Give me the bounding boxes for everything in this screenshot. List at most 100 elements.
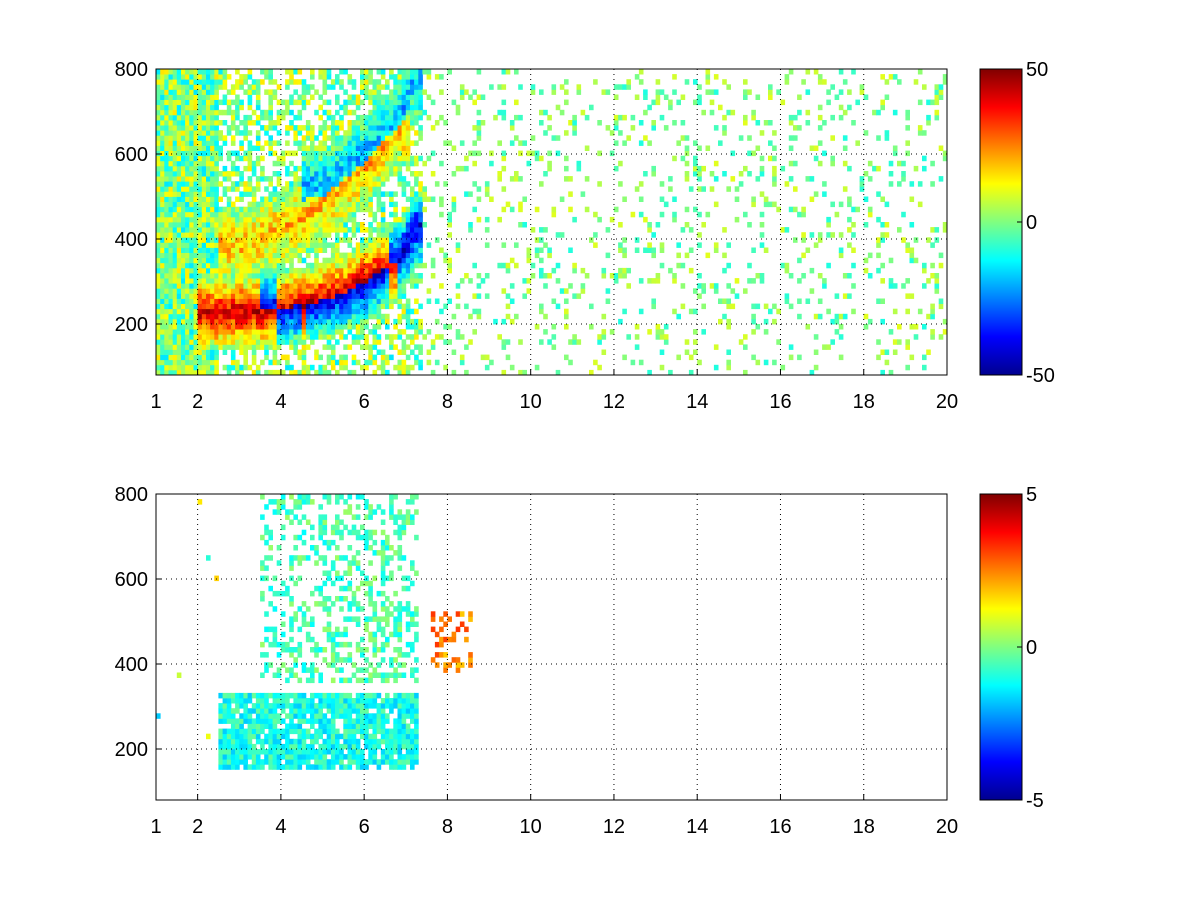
heatmap-cell — [326, 743, 332, 750]
heatmap-cell — [468, 191, 473, 197]
heatmap-cell — [335, 191, 340, 197]
heatmap-cell — [255, 176, 261, 182]
heatmap-cell — [164, 211, 169, 218]
heatmap-cell — [272, 237, 278, 243]
heatmap-cell — [243, 273, 248, 279]
heatmap-cell — [201, 252, 207, 259]
heatmap-cell — [260, 211, 265, 218]
heatmap-cell — [293, 318, 298, 325]
heatmap-cell — [206, 150, 211, 157]
heatmap-cell — [339, 585, 344, 592]
heatmap-cell — [414, 247, 419, 253]
heatmap-cell — [418, 206, 423, 213]
heatmap-cell — [380, 165, 386, 172]
heatmap-cell — [160, 186, 165, 192]
heatmap-cell — [817, 79, 823, 85]
heatmap-cell — [310, 247, 315, 253]
heatmap-cell — [476, 130, 482, 136]
heatmap-cell — [210, 150, 215, 157]
heatmap-cell — [310, 318, 315, 325]
heatmap-cell — [268, 283, 273, 289]
heatmap-cell — [547, 252, 552, 259]
heatmap-cell — [268, 723, 273, 729]
heatmap-cell — [251, 728, 257, 735]
heatmap-cell — [355, 252, 361, 259]
heatmap-cell — [393, 247, 398, 253]
heatmap-cell — [176, 186, 182, 192]
heatmap-cell — [351, 79, 357, 85]
heatmap-cell — [285, 703, 290, 709]
heatmap-cell — [264, 652, 269, 658]
heatmap-cell — [385, 273, 390, 279]
heatmap-cell — [264, 611, 269, 617]
heatmap-cell — [251, 749, 257, 755]
heatmap-cell — [214, 84, 219, 90]
heatmap-cell — [197, 165, 203, 172]
heatmap-cell — [401, 89, 407, 95]
heatmap-cell — [197, 267, 203, 274]
heatmap-cell — [243, 155, 248, 162]
heatmap-cell — [518, 369, 523, 375]
heatmap-cell — [272, 590, 278, 597]
heatmap-cell — [335, 759, 340, 765]
heatmap-cell — [335, 216, 340, 223]
heatmap-cell — [851, 247, 856, 253]
heatmap-cell — [376, 232, 382, 238]
heatmap-cell — [243, 206, 248, 213]
heatmap-cell — [589, 369, 594, 375]
heatmap-cell — [185, 145, 190, 151]
heatmap-cell — [697, 94, 702, 100]
heatmap-cell — [380, 364, 386, 371]
heatmap-cell — [326, 288, 332, 294]
heatmap-cell — [351, 324, 357, 330]
heatmap-cell — [247, 692, 253, 699]
heatmap-cell — [310, 636, 315, 643]
heatmap-cell — [222, 99, 228, 106]
heatmap-cell — [301, 713, 307, 719]
heatmap-cell — [189, 298, 194, 304]
heatmap-cell — [618, 267, 623, 274]
heatmap-cell — [397, 252, 403, 259]
heatmap-cell — [322, 298, 328, 304]
heatmap-cell — [156, 222, 161, 228]
heatmap-cell — [156, 247, 161, 253]
heatmap-cell — [351, 191, 357, 197]
heatmap-cell — [201, 150, 207, 157]
heatmap-cell — [680, 155, 686, 162]
heatmap-cell — [314, 728, 319, 735]
heatmap-cell — [185, 354, 190, 361]
heatmap-cell — [842, 293, 848, 299]
heatmap-cell — [255, 247, 261, 253]
heatmap-cell — [214, 140, 219, 146]
heatmap-cell — [301, 514, 307, 520]
heatmap-cell — [339, 555, 344, 561]
heatmap-cell — [197, 278, 203, 284]
heatmap-cell — [339, 692, 344, 699]
heatmap-cell — [393, 94, 398, 100]
heatmap-cell — [305, 754, 311, 760]
heatmap-cell — [197, 140, 203, 146]
heatmap-cell — [743, 369, 748, 375]
heatmap-cell — [264, 211, 269, 218]
heatmap-cell — [393, 130, 398, 136]
heatmap-cell — [268, 708, 273, 714]
heatmap-cell — [364, 206, 369, 213]
heatmap-cell — [322, 176, 328, 182]
heatmap-cell — [235, 267, 240, 274]
heatmap-cell — [210, 339, 215, 345]
heatmap-cell — [310, 135, 315, 141]
heatmap-cell — [164, 303, 169, 310]
heatmap-cell — [347, 369, 353, 375]
heatmap-cell — [172, 135, 178, 141]
heatmap-cell — [305, 171, 311, 177]
heatmap-cell — [705, 211, 711, 218]
heatmap-cell — [230, 267, 236, 274]
heatmap-cell — [160, 329, 165, 335]
heatmap-cell — [201, 339, 207, 345]
heatmap-cell — [351, 318, 357, 325]
heatmap-cell — [343, 288, 348, 294]
heatmap-cell — [605, 89, 611, 95]
heatmap-cell — [697, 293, 702, 299]
heatmap-cell — [322, 692, 328, 699]
heatmap-cell — [418, 349, 423, 355]
